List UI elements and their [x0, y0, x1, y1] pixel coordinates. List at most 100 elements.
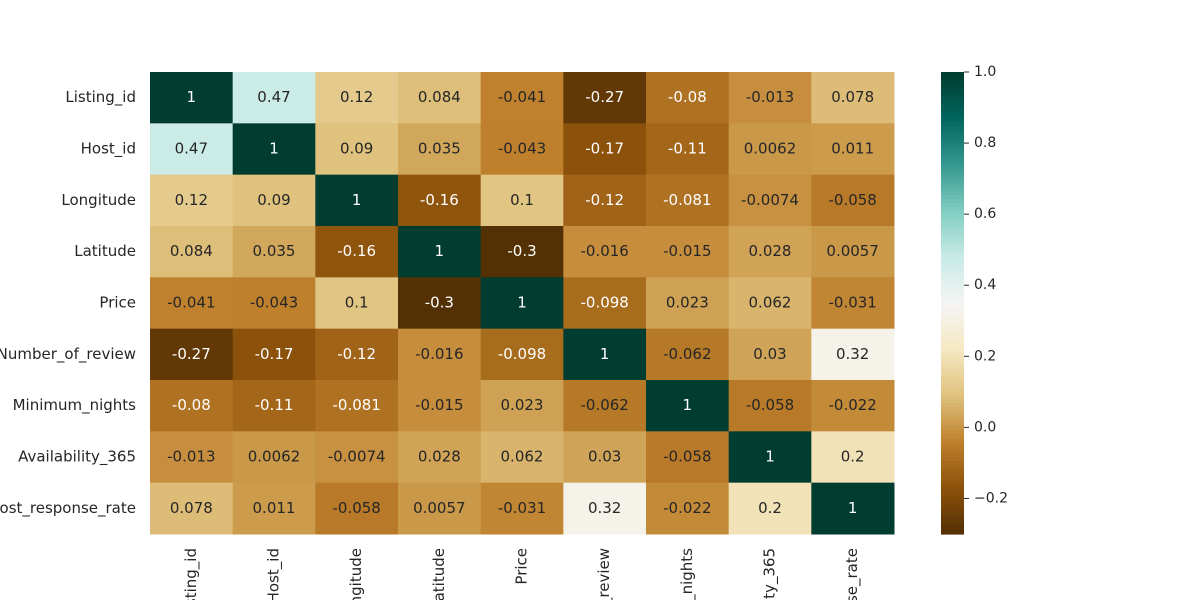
cell-label: -0.17: [585, 140, 624, 158]
colorbar-segment: [941, 268, 964, 273]
heatmap-cell: [232, 328, 316, 381]
colorbar-segment: [941, 72, 964, 77]
heatmap-cell: [811, 226, 895, 278]
colorbar-segment: [941, 406, 964, 412]
colorbar-segment: [941, 83, 964, 88]
colorbar-segment: [941, 457, 964, 462]
colorbar-segment: [941, 383, 964, 389]
colorbar-segment: [941, 222, 964, 227]
colorbar-segment: [941, 283, 964, 289]
cell-label: -0.062: [580, 396, 628, 414]
cell-label: 0.1: [510, 191, 534, 209]
x-tick-label: Listing_id: [182, 548, 201, 600]
colorbar-segment: [941, 168, 964, 173]
cell-label: 0.2: [841, 448, 865, 466]
colorbar-segment: [941, 299, 964, 304]
colorbar-segment: [941, 356, 964, 362]
heatmap-cell: [398, 380, 482, 432]
colorbar-segment: [941, 218, 964, 223]
colorbar-segment: [941, 449, 964, 454]
colorbar-segment: [941, 264, 964, 269]
heatmap-cell: [563, 431, 647, 484]
cell-label: -0.058: [332, 499, 380, 517]
y-tick-label: Price: [99, 294, 136, 312]
colorbar-segment: [941, 507, 964, 512]
cell-label: -0.081: [332, 396, 380, 414]
heatmap-cell: [811, 482, 895, 535]
cell-label: -0.3: [507, 242, 536, 260]
colorbar-segment: [941, 191, 964, 196]
colorbar-segment: [941, 437, 964, 443]
colorbar-segment: [941, 445, 964, 450]
heatmap-cell: [480, 431, 564, 484]
heatmap-cell: [315, 431, 399, 484]
heatmap-cell: [315, 123, 399, 176]
cell-label: 1: [269, 140, 279, 158]
colorbar-segment: [941, 245, 964, 250]
x-tick-label: Availability_365: [761, 548, 780, 600]
colorbar-segment: [941, 391, 964, 396]
colorbar-segment: [941, 303, 964, 308]
cell-label: 0.0057: [826, 242, 879, 260]
heatmap-cell: [646, 226, 730, 278]
cell-label: -0.016: [415, 345, 463, 363]
colorbar-segment: [941, 403, 964, 408]
cell-label: -0.058: [663, 448, 711, 466]
heatmap-cell: [728, 380, 812, 432]
x-tick-label: Host_id: [265, 548, 284, 600]
cell-label: 0.1: [345, 294, 369, 312]
heatmap-cell: [646, 72, 730, 124]
colorbar-segment: [941, 530, 964, 535]
cell-label: 0.011: [253, 499, 296, 517]
colorbar-segment: [941, 410, 964, 416]
colorbar-segment: [941, 399, 964, 404]
colorbar-segment: [941, 491, 964, 497]
colorbar-segment: [941, 226, 964, 231]
heatmap-cell: [811, 328, 895, 381]
cell-label: -0.16: [337, 242, 376, 260]
colorbar-segment: [941, 514, 964, 520]
cell-label: 0.078: [831, 88, 874, 106]
heatmap-cell: [315, 174, 399, 227]
cell-label: 0.078: [170, 499, 213, 517]
cell-label: 0.0062: [744, 140, 797, 158]
heatmap-cell: [728, 431, 812, 484]
colorbar-segment: [941, 441, 964, 447]
colorbar-segment: [941, 206, 964, 212]
cell-label: 0.035: [253, 242, 296, 260]
heatmap-cell: [232, 431, 316, 484]
colorbar-tick-label: 0.2: [974, 348, 996, 364]
heatmap-cell: [480, 328, 564, 381]
cell-label: -0.062: [663, 345, 711, 363]
colorbar-segment: [941, 110, 964, 115]
colorbar-segment: [941, 175, 964, 181]
cell-label: -0.3: [425, 294, 454, 312]
colorbar-segment: [941, 349, 964, 354]
colorbar-segment: [941, 214, 964, 219]
colorbar-segment: [941, 133, 964, 139]
colorbar-segment: [941, 145, 964, 150]
colorbar-segment: [941, 98, 964, 104]
heatmap-cell: [646, 482, 730, 535]
cell-label: 0.09: [257, 191, 290, 209]
cell-label: 0.035: [418, 140, 461, 158]
heatmap-cell: [315, 482, 399, 535]
heatmap-cell: [646, 174, 730, 227]
cell-label: 0.062: [749, 294, 792, 312]
cell-label: -0.013: [746, 88, 794, 106]
cell-label: -0.043: [498, 140, 546, 158]
heatmap-cell: [646, 431, 730, 484]
colorbar-segment: [941, 499, 964, 504]
colorbar-segment: [941, 341, 964, 346]
x-tick-label: Price: [513, 548, 531, 585]
colorbar-segment: [941, 480, 964, 485]
cell-label: 0.03: [588, 448, 621, 466]
cell-label: 1: [435, 242, 445, 260]
cell-label: -0.031: [498, 499, 546, 517]
heatmap-cell: [646, 277, 730, 330]
colorbar-segment: [941, 337, 964, 343]
cell-label: 0.084: [418, 88, 461, 106]
y-tick-label: Longitude: [61, 191, 136, 209]
cell-label: 1: [187, 88, 197, 106]
